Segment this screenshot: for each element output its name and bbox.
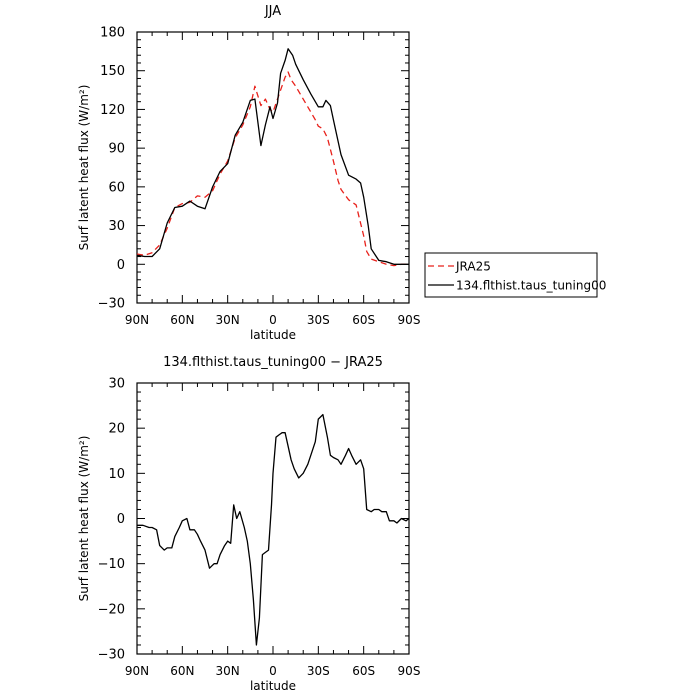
y-axis-label: Surf latent heat flux (W/m²) xyxy=(77,436,91,602)
series-line-0 xyxy=(137,413,410,646)
x-tick-label: 60N xyxy=(170,664,194,678)
y-tick-label: 0 xyxy=(117,258,125,273)
series-line-0 xyxy=(136,71,409,267)
y-tick-label: −30 xyxy=(98,648,125,663)
y-tick-label: 60 xyxy=(108,180,125,195)
x-tick-label: 90N xyxy=(125,313,149,327)
x-tick-label: 0 xyxy=(269,313,277,327)
x-tick-label: 30N xyxy=(216,313,240,327)
legend-label: JRA25 xyxy=(455,260,491,274)
plot-frame xyxy=(136,382,410,655)
x-tick-label: 90S xyxy=(398,313,421,327)
bottom-panel: 134.flthist.taus_tuning00 − JRA25 90N 60N 3… xyxy=(77,355,420,693)
plot-frame xyxy=(136,31,410,304)
legend-box xyxy=(424,252,598,298)
y-tick-label: 90 xyxy=(108,142,125,157)
x-tick-label: 0 xyxy=(269,664,277,678)
y-tick-label: 10 xyxy=(108,467,125,482)
legend: JRA25 134.flthist.taus_tuning00 xyxy=(424,252,606,298)
y-tick-label: −10 xyxy=(98,557,125,572)
y-tick-label: −20 xyxy=(98,602,125,617)
chart-title: 134.flthist.taus_tuning00 − JRA25 xyxy=(163,355,383,370)
x-axis-label: latitude xyxy=(250,679,296,693)
top-panel: JJA 90N 60N 30N 0 30S 60S 90S −30 0 30 60 90 120 150 18… xyxy=(77,4,606,342)
x-tick-label: 60N xyxy=(170,313,194,327)
x-axis-label: latitude xyxy=(250,328,296,342)
y-tick-label: −30 xyxy=(98,297,125,312)
x-tick-label: 30S xyxy=(307,664,330,678)
y-tick-label: 20 xyxy=(108,422,125,437)
legend-label: 134.flthist.taus_tuning00 xyxy=(456,279,606,293)
x-tick-label: 30N xyxy=(216,664,240,678)
x-tick-label: 60S xyxy=(352,664,375,678)
y-tick-label: 180 xyxy=(100,26,125,41)
y-tick-label: 0 xyxy=(117,512,125,527)
x-tick-label: 90N xyxy=(125,664,149,678)
x-tick-label: 90S xyxy=(398,664,421,678)
y-tick-label: 120 xyxy=(100,103,125,118)
y-tick-label: 30 xyxy=(108,377,125,392)
series-line-1 xyxy=(136,48,409,265)
y-tick-label: 30 xyxy=(108,219,125,234)
y-tick-label: 150 xyxy=(100,64,125,79)
chart-title: JJA xyxy=(264,4,281,19)
y-axis-label: Surf latent heat flux (W/m²) xyxy=(77,85,91,251)
x-tick-label: 30S xyxy=(307,313,330,327)
x-tick-label: 60S xyxy=(352,313,375,327)
